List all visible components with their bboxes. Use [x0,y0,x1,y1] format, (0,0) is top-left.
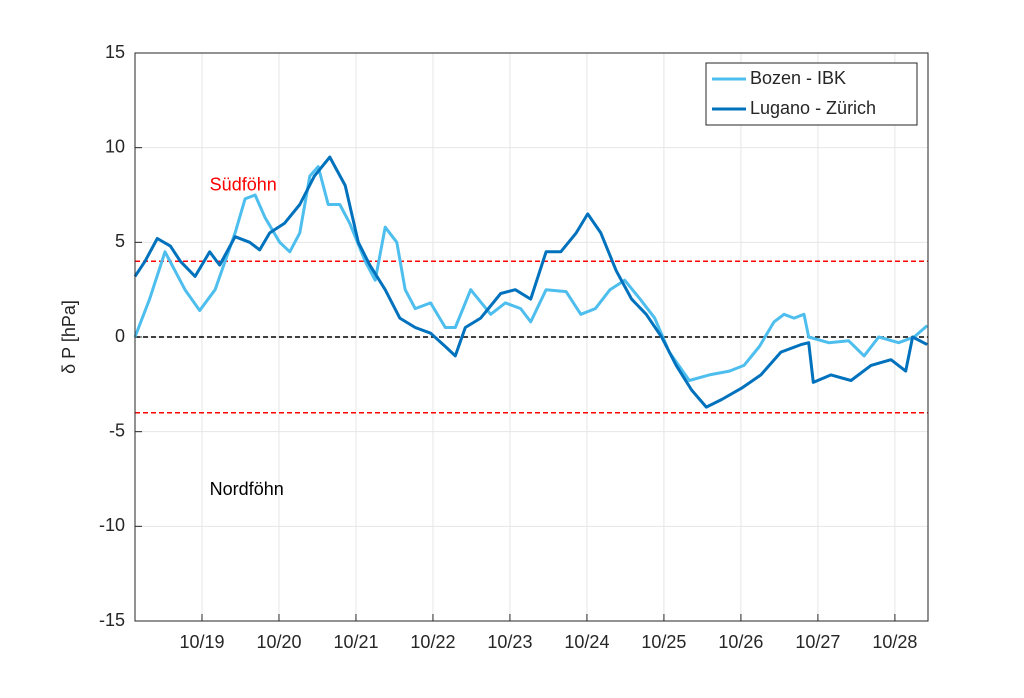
annotation: Südföhn [210,174,277,194]
y-axis-label: δ P [hPa] [59,300,79,374]
plot-frame [134,52,929,622]
x-tick-label: 10/23 [487,632,532,652]
series-line [133,165,929,382]
series-line [133,155,928,409]
y-tick-label: -10 [99,515,125,535]
x-tick-label: 10/20 [256,632,301,652]
legend-label: Bozen - IBK [750,68,846,88]
x-tick-label: 10/21 [333,632,378,652]
x-tick-label: 10/25 [641,632,686,652]
y-tick-label: -5 [109,420,125,440]
y-tick-label: 5 [115,231,125,251]
x-tick-label: 10/27 [795,632,840,652]
x-tick-label: 10/28 [872,632,917,652]
legend-label: Lugano - Zürich [750,98,876,118]
x-tick-label: 10/26 [718,632,763,652]
y-tick-label: -15 [99,610,125,630]
y-tick-label: 10 [105,136,125,156]
y-tick-label: 0 [115,326,125,346]
annotation: Nordföhn [210,479,284,499]
legend-box [705,62,918,126]
x-tick-label: 10/22 [410,632,455,652]
x-tick-label: 10/24 [564,632,609,652]
x-tick-label: 10/19 [179,632,224,652]
y-tick-label: 15 [105,42,125,62]
legend: Bozen - IBK Lugano - Zürich [705,62,918,126]
